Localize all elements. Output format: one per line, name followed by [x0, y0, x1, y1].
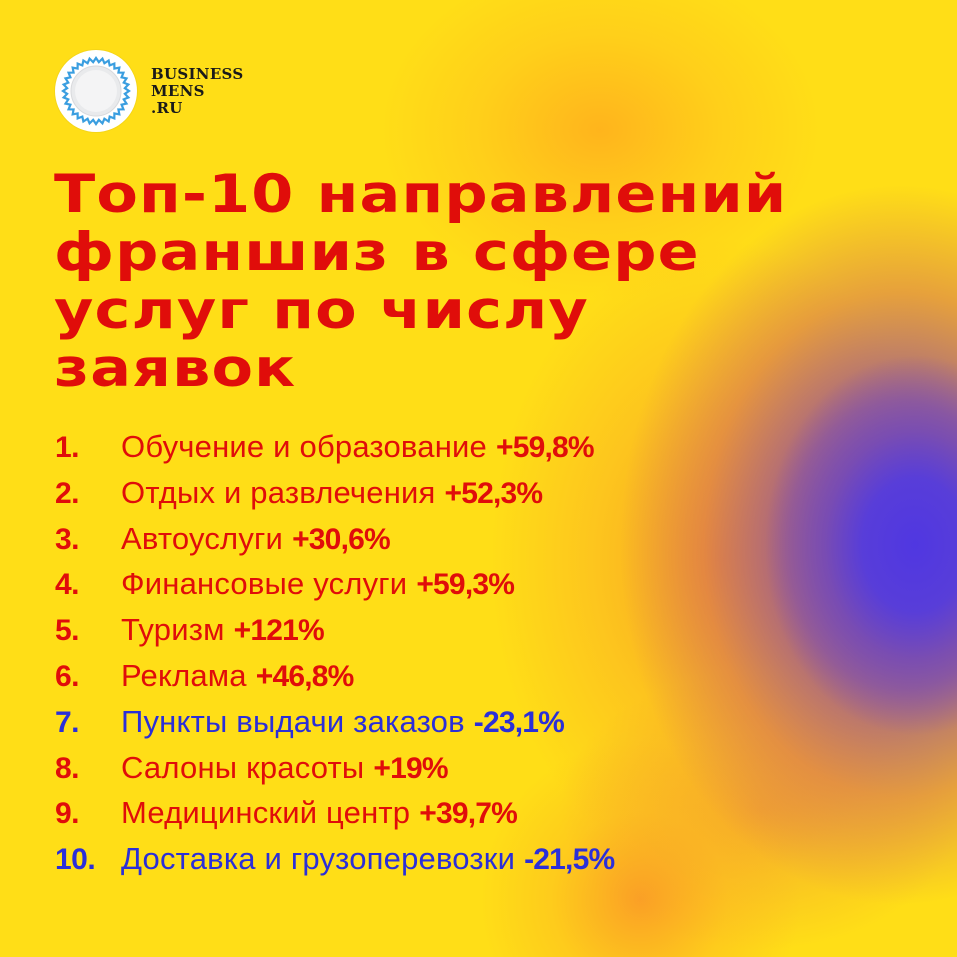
item-label: Автоуслуги — [121, 520, 284, 556]
item-label: Медицинский центр — [121, 795, 411, 831]
item-label: Отдых и развлечения — [121, 474, 436, 510]
brand-logo: BUSINESS MENS .RU — [55, 50, 244, 132]
rank-number: 7. — [55, 705, 80, 739]
item-label: Финансовые услуги — [121, 566, 408, 602]
item-value: +19% — [373, 751, 448, 785]
title-line: услуг по числу — [54, 280, 589, 341]
brand-wordmark: BUSINESS MENS .RU — [151, 64, 244, 117]
item-label: Салоны красоты — [121, 749, 365, 785]
item-label: Пункты выдачи заказов — [121, 703, 465, 739]
item-label: Доставка и грузоперевозки — [121, 841, 516, 877]
page-title: Топ-10 направлений франшиз в сфере услуг… — [54, 166, 957, 398]
list-item: 10. Доставка и грузоперевозки -21,5% — [55, 836, 615, 882]
list-item: 4. Финансовые услуги +59,3% — [55, 561, 614, 607]
rank-number: 2. — [55, 476, 80, 510]
item-value: +59,8% — [495, 431, 595, 464]
item-value: +52,3% — [444, 476, 544, 510]
list-item: 6. Реклама +46,8% — [55, 653, 614, 699]
item-label: Реклама — [121, 657, 247, 693]
list-item: 7. Пункты выдачи заказов -23,1% — [55, 699, 614, 745]
rank-number: 3. — [55, 522, 80, 556]
title-line: Топ-10 направлений — [54, 164, 788, 225]
list-item: 3. Автоуслуги +30,6% — [55, 516, 614, 562]
item-label: Туризм — [121, 612, 225, 648]
rank-number: 4. — [55, 568, 80, 602]
brand-line: MENS — [151, 81, 205, 100]
rank-number: 5. — [55, 614, 80, 648]
rank-number: 1. — [55, 431, 80, 464]
brand-line: .RU — [151, 98, 183, 117]
item-value: +46,8% — [255, 659, 355, 693]
rank-number: 6. — [55, 659, 80, 693]
list-item: 1. Обучение и образование +59,8% — [55, 424, 614, 470]
ranking-list: 1. Обучение и образование +59,8% 2. Отды… — [55, 424, 615, 882]
title-line: заявок — [54, 338, 297, 399]
item-value: +121% — [233, 614, 325, 648]
brand-line: BUSINESS — [151, 64, 244, 83]
rank-number: 8. — [55, 751, 80, 785]
list-item: 2. Отдых и развлечения +52,3% — [55, 470, 614, 516]
list-item: 5. Туризм +121% — [55, 607, 614, 653]
list-item: 9. Медицинский центр +39,7% — [55, 790, 614, 836]
plate-icon — [55, 50, 137, 132]
rank-number: 9. — [55, 797, 80, 831]
title-line: франшиз в сфере — [54, 222, 700, 283]
item-value: +59,3% — [416, 568, 515, 602]
item-value: -23,1% — [473, 705, 565, 739]
item-label: Обучение и образование — [121, 429, 487, 464]
rank-number: 10. — [55, 843, 96, 877]
list-item: 8. Салоны красоты +19% — [55, 745, 614, 791]
item-value: -21,5% — [524, 843, 615, 877]
item-value: +30,6% — [292, 522, 391, 556]
item-value: +39,7% — [419, 797, 518, 831]
